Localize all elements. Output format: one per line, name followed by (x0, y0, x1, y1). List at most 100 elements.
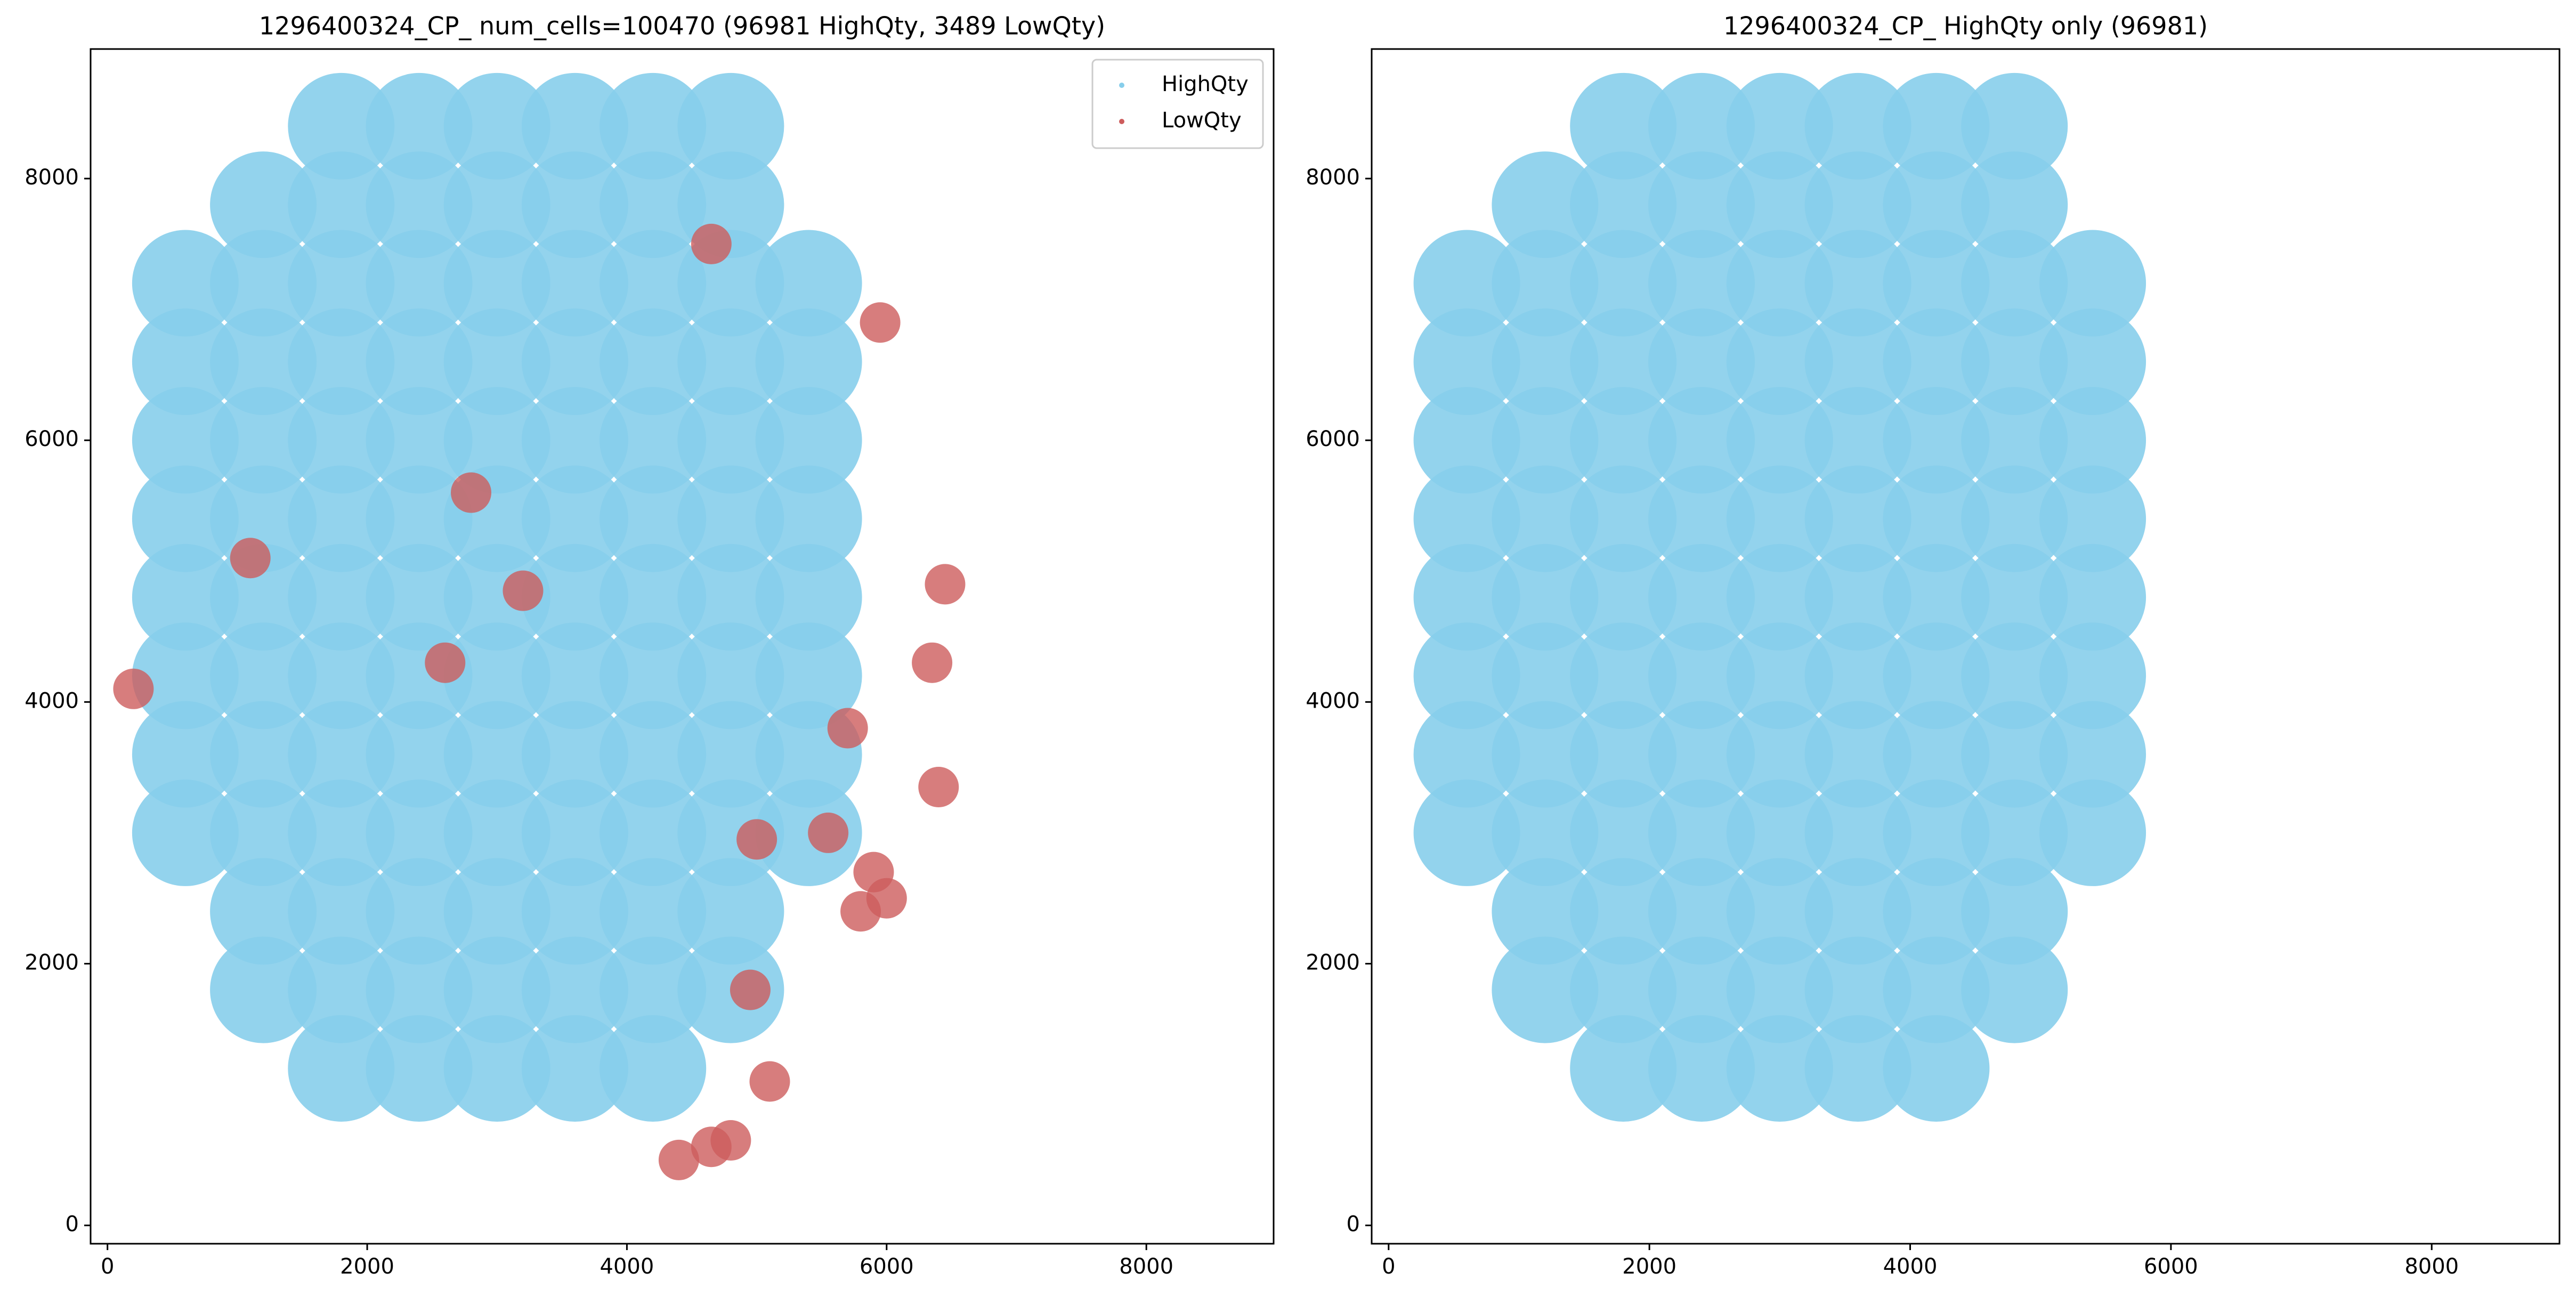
scatter-point (755, 387, 862, 494)
scatter-point (1648, 779, 1755, 886)
scatter-point (1492, 308, 1599, 415)
scatter-point (443, 701, 550, 808)
scatter-point (132, 387, 239, 494)
scatter-point (1570, 544, 1677, 651)
y-tick-label: 8000 (1306, 165, 1360, 190)
legend-marker (1119, 83, 1124, 88)
y-tick-label: 6000 (1306, 427, 1360, 451)
scatter-point (677, 465, 784, 572)
scatter-point (755, 230, 862, 337)
y-tick-label: 2000 (25, 950, 79, 975)
axes-frame (90, 48, 1275, 1245)
scatter-point (132, 779, 239, 886)
scatter-point (1413, 308, 1520, 415)
scatter-point (755, 622, 862, 729)
scatter-point (2039, 622, 2146, 729)
scatter-point (1726, 779, 1833, 886)
scatter-point (443, 1015, 550, 1122)
scatter-point (755, 465, 862, 572)
scatter-point (521, 151, 628, 258)
legend-marker (1119, 119, 1124, 124)
scatter-point (1726, 858, 1833, 965)
scatter-point (521, 230, 628, 337)
scatter-point (425, 642, 466, 683)
scatter-point (1413, 544, 1520, 651)
y-tick-label: 0 (1347, 1212, 1360, 1237)
scatter-point (1726, 387, 1833, 494)
scatter-point (1961, 622, 2068, 729)
scatter-point (918, 766, 959, 807)
scatter-point (2039, 230, 2146, 337)
scatter-point (600, 858, 707, 965)
scatter-point (1804, 72, 1911, 180)
scatter-point (600, 622, 707, 729)
scatter-point (521, 701, 628, 808)
scatter-point (2039, 308, 2146, 415)
scatter-point (288, 465, 395, 572)
scatter-point (443, 151, 550, 258)
panel: 0 2000 4000 6000 8000 0 2000 4000 6000 8000 129640… (1306, 12, 2561, 1279)
scatter-point (1961, 308, 2068, 415)
scatter-point (2039, 779, 2146, 886)
scatter-point (521, 387, 628, 494)
scatter-point (600, 465, 707, 572)
scatter-point (600, 701, 707, 808)
scatter-point (1570, 1015, 1677, 1122)
scatter-point (677, 622, 784, 729)
scatter-point (1492, 387, 1599, 494)
x-tick-label: 6000 (860, 1254, 914, 1279)
scatter-point (1648, 1015, 1755, 1122)
scatter-point (503, 570, 544, 611)
scatter-point (677, 544, 784, 651)
scatter-point (1961, 230, 2068, 337)
y-tick-label: 0 (66, 1212, 79, 1237)
scatter-point (1804, 387, 1911, 494)
scatter-point (755, 308, 862, 415)
scatter-point (600, 230, 707, 337)
scatter-point (1726, 701, 1833, 808)
scatter-point (1648, 465, 1755, 572)
scatter-point (366, 308, 473, 415)
scatter-point (288, 779, 395, 886)
scatter-point (210, 387, 317, 494)
scatter-point (521, 72, 628, 180)
scatter-point (1648, 387, 1755, 494)
scatter-point (1648, 936, 1755, 1043)
scatter-point (443, 936, 550, 1043)
scatter-point (1413, 230, 1520, 337)
scatter-point (2039, 387, 2146, 494)
scatter-point (1804, 230, 1911, 337)
scatter-point (1726, 72, 1833, 180)
chart-title: 1296400324_CP_ HighQty only (96981) (1723, 12, 2208, 40)
scatter-point (366, 858, 473, 965)
x-tick-label: 6000 (2144, 1254, 2198, 1279)
scatter-point (521, 936, 628, 1043)
scatter-point (521, 1015, 628, 1122)
scatter-point (1804, 151, 1911, 258)
x-tick-label: 8000 (2404, 1254, 2459, 1279)
scatter-point (1961, 151, 2068, 258)
scatter-point (451, 472, 492, 513)
scatter-point (1883, 622, 1990, 729)
scatter-point (1961, 701, 2068, 808)
x-tick-label: 4000 (1883, 1254, 1938, 1279)
scatter-point (1570, 308, 1677, 415)
y-tick-label: 4000 (25, 688, 79, 713)
scatter-point (2039, 701, 2146, 808)
scatter-point (600, 779, 707, 886)
scatter-point (1883, 72, 1990, 180)
scatter-point (1492, 465, 1599, 572)
scatter-point (1804, 308, 1911, 415)
scatter-point (1492, 622, 1599, 729)
scatter-point (677, 858, 784, 965)
scatter-point (210, 779, 317, 886)
scatter-point (1961, 72, 2068, 180)
scatter-point (521, 779, 628, 886)
scatter-point (2039, 465, 2146, 572)
scatter-point (1570, 72, 1677, 180)
y-tick-label: 4000 (1306, 688, 1360, 713)
scatter-point (1570, 936, 1677, 1043)
scatter-point (443, 230, 550, 337)
scatter-point (288, 387, 395, 494)
x-tick-label: 4000 (600, 1254, 654, 1279)
